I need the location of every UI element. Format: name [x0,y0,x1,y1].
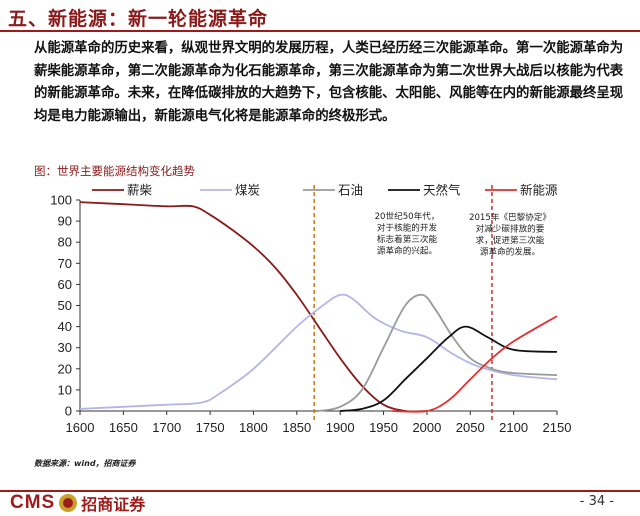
x-tick-label: 1650 [109,420,138,435]
x-tick-label: 1750 [196,420,225,435]
logo-mark-icon [59,494,78,512]
x-tick-label: 1600 [66,420,95,435]
page-title: 五、新能源：新一轮能源革命 [8,8,269,30]
x-tick-label: 1950 [369,420,398,435]
chart-axes: 0 10 20 30 40 50 60 70 80 90 100 1600 1650 1700 1750 18… [50,193,571,436]
series-line-1 [79,293,558,410]
annotation-nuclear-line: 对于核能的开发 [377,222,438,234]
brand-logo: CMS 招商证券 [10,491,145,515]
y-tick-label: 20 [58,361,72,376]
page-number: - 34 - [579,494,614,509]
annotation-paris-line: 2015年《巴黎协定》 [469,211,551,223]
x-tick-label: 1850 [282,420,311,435]
legend-label-2: 石油 [338,183,363,198]
y-tick-label: 0 [65,404,72,419]
x-tick-label: 2000 [412,420,441,435]
chart-title: 图：世界主要能源结构变化趋势 [34,164,195,178]
footer-divider [0,490,640,492]
data-source: 数据来源：wind，招商证券 [34,459,136,468]
logo-chinese-name: 招商证券 [81,495,146,514]
legend-label-0: 薪柴 [127,183,153,198]
energy-structure-chart: 0 10 20 30 40 50 60 70 80 90 100 1600 1650 1700 1750 18… [50,183,571,436]
y-tick-label: 60 [58,277,72,292]
chart-markers [313,185,493,423]
title-bar: 五、新能源：新一轮能源革命 [0,0,640,34]
x-tick-label: 2150 [543,420,572,435]
chart-series [79,201,558,413]
annotation-nuclear-line: 源革命的兴起。 [377,245,437,257]
annotation-nuclear-line: 标志着第三次能 [377,233,438,245]
annotation-paris-line: 源革命的发展。 [480,246,540,258]
annotation-nuclear-line: 20世纪50年代， [375,210,440,222]
x-tick-label: 1800 [239,420,268,435]
legend-label-4: 新能源 [520,183,558,198]
intro-paragraph: 从能源革命的历史来看，纵观世界文明的发展历程，人类已经历经三次能源革命。第一次能… [34,41,624,124]
y-tick-label: 100 [50,193,72,208]
chart-legend: 薪柴 煤炭 石油 天然气 新能源 [92,183,558,198]
title-divider [0,30,640,32]
series-line-2 [318,293,558,412]
x-tick-label: 1900 [326,420,355,435]
x-tick-label: 2100 [499,420,528,435]
logo-text: CMS [10,492,56,513]
y-tick-label: 90 [58,214,72,229]
y-tick-label: 80 [58,235,72,250]
x-tick-label: 1700 [152,420,181,435]
y-tick-label: 70 [58,256,72,271]
series-line-4 [392,315,558,413]
legend-label-1: 煤炭 [235,183,260,198]
series-line-3 [340,325,558,412]
legend-label-3: 天然气 [423,183,461,198]
y-tick-label: 10 [58,382,72,397]
annotation-paris-line: 对减少碳排放的要 [476,223,545,235]
series-line-0 [79,201,427,413]
y-tick-label: 40 [58,319,72,334]
annotation-paris-line: 求，促进第三次能 [476,234,545,246]
y-tick-label: 30 [58,340,72,355]
y-tick-label: 50 [58,298,72,313]
x-tick-label: 2050 [456,420,485,435]
